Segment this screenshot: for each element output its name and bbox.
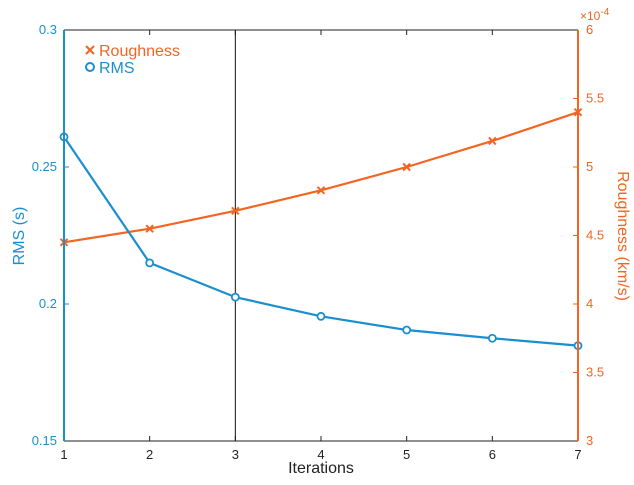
- left-axis-title: RMS (s): [11, 207, 28, 266]
- x-tick-label: 1: [60, 447, 67, 462]
- data-point-roughness: [402, 162, 411, 172]
- right-axis-multiplier: ×10-4: [580, 7, 610, 23]
- data-point-stroke: [231, 206, 240, 216]
- right-tick-label: 3: [586, 433, 593, 448]
- right-axis-title: Roughness (km/s): [614, 171, 631, 301]
- data-point-rms: [230, 292, 240, 302]
- data-point-stroke: [316, 186, 326, 195]
- ticks-layer: 1 2 3 4 5 6 7 0.15 0.2 0.25 0.3 3 3.5 4 4.5 5 5.5 6: [32, 22, 604, 462]
- data-point-roughness: [231, 206, 240, 216]
- x-tick-label: 7: [574, 447, 581, 462]
- data-point-stroke: [488, 136, 497, 146]
- data-point-rms: [487, 333, 497, 343]
- x-tick-label: 6: [489, 447, 496, 462]
- x-tick-label: 2: [146, 447, 153, 462]
- left-tick-label: 0.15: [32, 433, 57, 448]
- right-tick-label: 3.5: [586, 365, 604, 380]
- legend-x-marker-stroke-2: [85, 45, 95, 55]
- right-tick-label: 5.5: [586, 91, 604, 106]
- right-axis-multiplier-exp: -4: [600, 7, 609, 18]
- left-tick-label: 0.3: [39, 22, 57, 37]
- data-point-roughness: [316, 186, 326, 195]
- x-tick-label: 5: [403, 447, 410, 462]
- x-tick-label: 4: [317, 447, 324, 462]
- data-point-stroke: [145, 224, 154, 233]
- data-point-stroke: [402, 162, 411, 172]
- legend-label-rms: RMS: [99, 60, 135, 77]
- data-point-rms: [402, 325, 412, 335]
- legend: Roughness RMS: [85, 43, 180, 77]
- right-axis-multiplier-base: ×10: [580, 9, 601, 23]
- data-point-rms: [145, 258, 155, 268]
- right-tick-label: 4.5: [586, 228, 604, 243]
- data-point-roughness: [488, 136, 497, 146]
- right-tick-label: 6: [586, 22, 593, 37]
- x-tick-label: 3: [232, 447, 239, 462]
- data-point-roughness: [145, 224, 154, 233]
- legend-x-marker-icon: [85, 45, 95, 55]
- plot-area: [64, 30, 578, 441]
- left-tick-label: 0.25: [32, 159, 57, 174]
- legend-label-roughness: Roughness: [99, 43, 180, 60]
- right-tick-label: 4: [586, 296, 593, 311]
- left-tick-label: 0.2: [39, 296, 57, 311]
- legend-circle-marker-icon: [85, 62, 95, 72]
- x-axis-title: Iterations: [288, 460, 354, 477]
- data-point-rms: [316, 311, 326, 321]
- right-tick-label: 5: [586, 159, 593, 174]
- legend-item-roughness: Roughness: [85, 43, 180, 60]
- legend-item-rms: RMS: [85, 60, 135, 77]
